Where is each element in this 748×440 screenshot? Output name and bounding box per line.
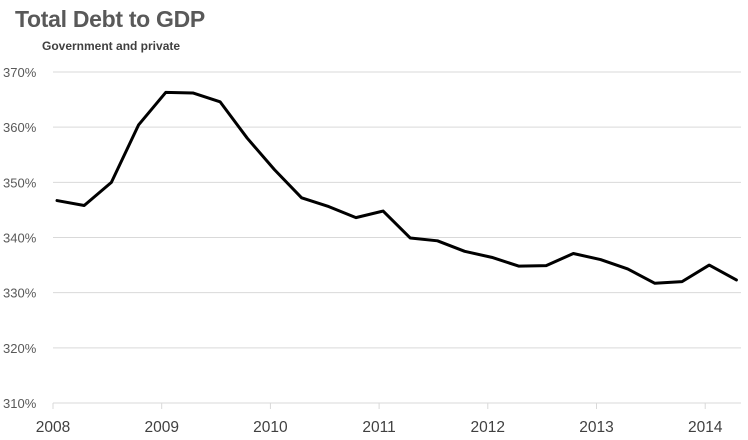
x-tick-label: 2009 [144, 419, 178, 436]
gridlines [53, 71, 741, 404]
x-tick-label: 2012 [471, 419, 505, 436]
y-tick-label: 320% [3, 341, 37, 356]
series-layer [55, 90, 738, 285]
y-tick-label: 360% [3, 120, 37, 135]
x-axis: 2008 2009 2010 2011 2012 2013 2014 [36, 403, 723, 436]
chart-subtitle: Government and private [42, 39, 181, 53]
x-tick-label: 2008 [36, 419, 70, 436]
y-axis: 370% 360% 350% 340% 330% 320% 310% [3, 65, 37, 411]
x-tick-label: 2011 [362, 419, 395, 436]
x-tick-label: 2014 [688, 419, 723, 436]
y-tick-label: 310% [3, 396, 37, 411]
series-line [55, 90, 738, 285]
y-tick-label: 330% [3, 286, 37, 301]
y-tick-label: 340% [3, 231, 37, 246]
chart-title: Total Debt to GDP [15, 6, 205, 32]
y-tick-label: 370% [3, 65, 37, 80]
x-tick-label: 2013 [579, 419, 613, 436]
x-tick-label: 2010 [253, 419, 288, 436]
y-tick-label: 350% [3, 175, 37, 190]
